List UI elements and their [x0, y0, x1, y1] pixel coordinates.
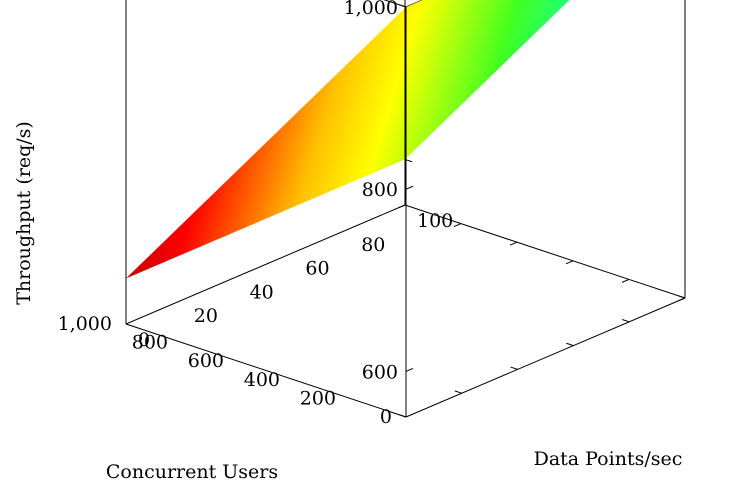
- x-axis-title: Concurrent Users: [106, 461, 278, 483]
- y-axis-title: Data Points/sec: [534, 448, 683, 470]
- y-tick: [677, 295, 686, 299]
- x-tick: [453, 223, 462, 228]
- box-edge: [404, 204, 686, 299]
- z-tick: [405, 185, 414, 190]
- box-edge: [405, 297, 686, 418]
- box-front-edges: [125, 0, 407, 418]
- x-tick-label: 800: [132, 332, 168, 354]
- box-edge: [125, 323, 407, 418]
- x-tick-label: 600: [188, 350, 224, 372]
- x-tick-label: 200: [300, 387, 336, 409]
- y-tick: [510, 366, 518, 370]
- y-tick-label: 40: [250, 281, 274, 303]
- z-tick-label: 800: [362, 179, 398, 201]
- box-back-edges: [404, 0, 686, 418]
- y-tick-label: 100: [417, 210, 453, 232]
- z-tick: [405, 368, 414, 372]
- x-tick-label: 1,000: [58, 313, 112, 335]
- tick-labels: 0 200 400 600 800 1,000 0 20 40 60 80 100 600 800 1,00…: [58, 0, 454, 428]
- z-tick-label: 600: [362, 361, 398, 383]
- box-edge: [125, 204, 406, 325]
- x-tick-label: 0: [380, 406, 392, 428]
- y-tick: [454, 390, 462, 394]
- x-tick-label: 400: [244, 369, 280, 391]
- x-tick: [621, 278, 630, 283]
- x-tick: [509, 241, 518, 246]
- y-tick: [566, 342, 574, 347]
- y-tick-label: 80: [361, 234, 385, 256]
- z-tick-label: 1,000: [344, 0, 398, 19]
- y-tick-label: 0: [138, 329, 150, 351]
- y-tick: [622, 319, 630, 323]
- y-tick-label: 20: [194, 305, 218, 327]
- x-tick: [677, 297, 686, 302]
- x-tick: [565, 260, 574, 265]
- y-tick-label: 60: [305, 258, 329, 280]
- surface-plane: [126, 0, 570, 279]
- z-axis-title: Throughput (req/s): [13, 121, 35, 305]
